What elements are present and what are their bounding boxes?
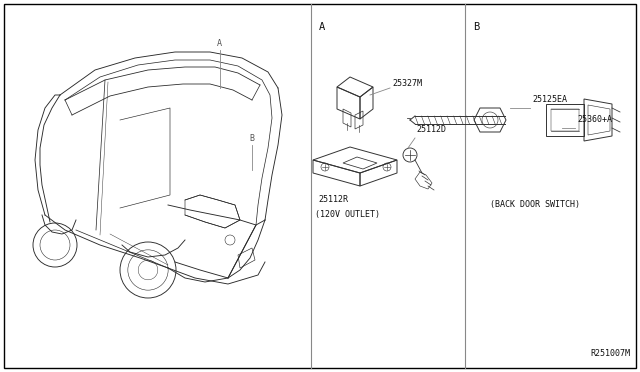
Text: (BACK DOOR SWITCH): (BACK DOOR SWITCH)	[490, 200, 580, 209]
Text: 25112R: 25112R	[318, 195, 348, 204]
Text: B: B	[249, 134, 254, 143]
Text: A: A	[217, 39, 222, 48]
Text: 25112D: 25112D	[416, 125, 446, 134]
Text: 25327M: 25327M	[392, 80, 422, 89]
Text: (120V OUTLET): (120V OUTLET)	[315, 210, 380, 219]
Text: R251007M: R251007M	[590, 349, 630, 358]
Text: B: B	[473, 22, 479, 32]
Text: 25360+A: 25360+A	[577, 115, 612, 124]
Text: A: A	[319, 22, 325, 32]
Text: 25125EA: 25125EA	[532, 95, 567, 104]
